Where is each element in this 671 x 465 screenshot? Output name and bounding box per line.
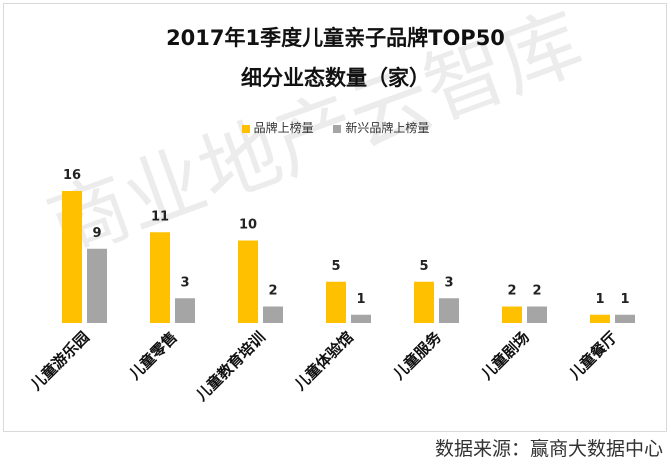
bar <box>87 248 107 323</box>
data-label: 3 <box>180 275 189 290</box>
data-label: 1 <box>620 292 629 307</box>
legend: 品牌上榜量 新兴品牌上榜量 <box>0 119 671 136</box>
data-label: 11 <box>151 209 169 224</box>
bar <box>414 281 434 323</box>
bar <box>615 314 635 323</box>
data-label: 9 <box>92 226 101 241</box>
bar <box>238 240 258 323</box>
legend-label: 品牌上榜量 <box>253 121 314 135</box>
data-source: 数据来源：赢商大数据中心 <box>434 438 663 460</box>
bar <box>502 306 522 323</box>
chart-subtitle: 细分业态数量（家） <box>241 66 430 90</box>
data-label: 2 <box>507 284 516 299</box>
category-label: 儿童教育培训 <box>192 328 269 405</box>
chart-frame <box>3 3 667 432</box>
chart-title: 2017年1季度儿童亲子品牌TOP50 <box>166 26 505 50</box>
bar <box>590 314 610 323</box>
category-label: 儿童餐厅 <box>565 328 621 384</box>
data-label: 5 <box>419 259 428 274</box>
bar <box>263 306 283 323</box>
category-label: 儿童零售 <box>125 328 181 384</box>
bar <box>175 298 195 323</box>
legend-item-emerging: 新兴品牌上榜量 <box>333 119 429 136</box>
data-label: 1 <box>595 292 604 307</box>
category-label: 儿童剧场 <box>477 328 533 384</box>
bar <box>62 191 82 323</box>
bar <box>326 281 346 323</box>
data-label: 16 <box>63 168 81 183</box>
category-label: 儿童游乐园 <box>26 328 92 394</box>
bar <box>150 232 170 323</box>
data-label: 2 <box>268 284 277 299</box>
legend-swatch <box>241 124 250 133</box>
data-label: 2 <box>532 284 541 299</box>
legend-label: 新兴品牌上榜量 <box>345 121 430 135</box>
bar <box>439 298 459 323</box>
data-label: 3 <box>444 275 453 290</box>
data-label: 10 <box>239 218 257 233</box>
data-label: 1 <box>356 292 365 307</box>
category-label: 儿童服务 <box>389 327 446 384</box>
bar <box>527 306 547 323</box>
data-label: 5 <box>331 259 340 274</box>
legend-swatch <box>333 124 342 133</box>
legend-item-brand: 品牌上榜量 <box>241 119 314 136</box>
category-label: 儿童体验馆 <box>290 328 356 394</box>
bar <box>351 314 371 323</box>
